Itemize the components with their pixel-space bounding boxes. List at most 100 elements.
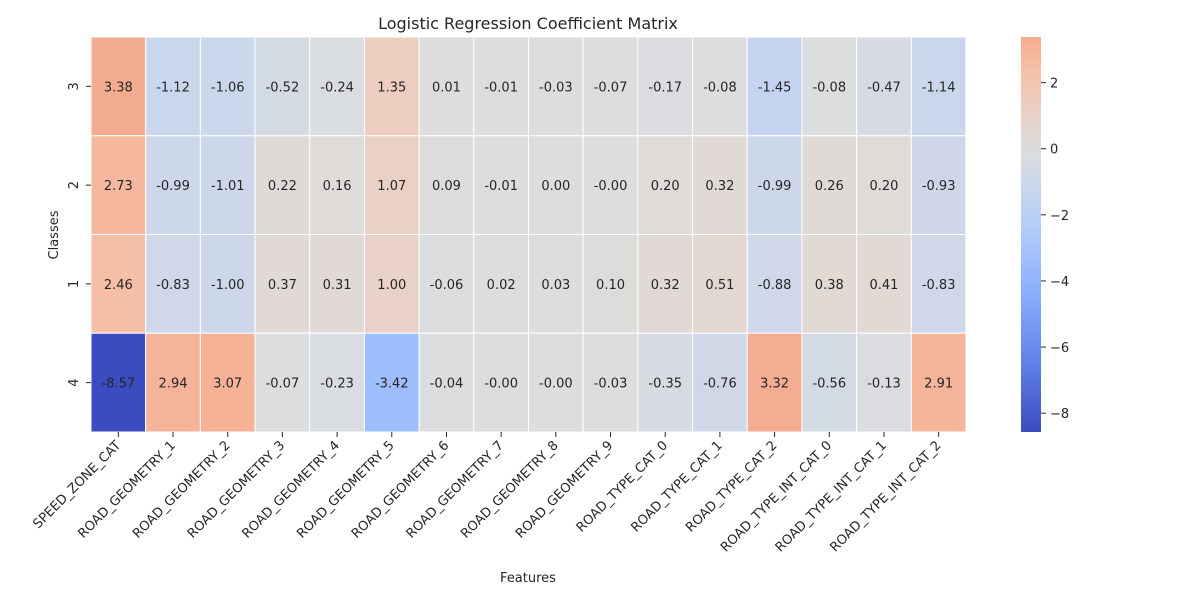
heatmap-cell: [254, 135, 311, 235]
cell-value-label: 0.37: [268, 278, 297, 293]
heatmap-cell: [528, 135, 584, 235]
x-tick-label: ROAD_GEOMETRY_5: [294, 438, 397, 541]
cell-value-label: 3.38: [104, 80, 133, 95]
cell-value-label: 0.32: [651, 278, 680, 293]
cell-value-label: -8.57: [102, 377, 136, 392]
heatmap-cell: [856, 135, 912, 235]
heatmap-cells: 3.38 -1.12 -1.06 -0.52 -0.24 1.35 0.01 -0.01 -0.…: [90, 36, 967, 433]
cell-value-label: -0.00: [594, 179, 628, 194]
cell-value-label: -0.00: [484, 377, 518, 392]
cell-value-label: 2.73: [104, 179, 133, 194]
heatmap-cell: [254, 36, 311, 137]
heatmap-cell: [309, 332, 365, 433]
cell-value-label: -0.01: [484, 179, 518, 194]
heatmap-cell: [856, 234, 912, 334]
x-tick-labels: SPEED_ZONE_CATROAD_GEOMETRY_1ROAD_GEOMET…: [30, 432, 944, 555]
heatmap-cell: [199, 234, 256, 334]
cell-value-label: -1.12: [156, 80, 190, 95]
heatmap-cell: [90, 332, 147, 433]
heatmap-cell: [473, 36, 529, 137]
cell-value-label: 1.00: [377, 278, 406, 293]
heatmap-cell: [910, 332, 967, 433]
cell-value-label: -0.35: [648, 377, 682, 392]
y-tick-labels: 3 2 1 4: [67, 82, 91, 387]
heatmap-cell: [418, 234, 475, 334]
cell-value-label: 0.01: [432, 80, 461, 95]
heatmap-cell: [746, 135, 803, 235]
cell-value-label: -0.99: [758, 179, 792, 194]
x-tick-label: ROAD_GEOMETRY_8: [458, 438, 561, 541]
cell-value-label: -0.17: [648, 80, 682, 95]
heatmap-cell: [418, 135, 475, 235]
cell-value-label: -0.99: [156, 179, 190, 194]
colorbar-tick-label: −8: [1050, 407, 1069, 422]
heatmap-cell: [199, 332, 256, 433]
colorbar: [1021, 37, 1041, 432]
cell-value-label: -0.08: [812, 80, 846, 95]
y-tick-label: 4: [67, 378, 82, 386]
cell-value-label: -0.83: [922, 278, 956, 293]
cell-value-label: 0.16: [323, 179, 352, 194]
heatmap-cell: [637, 332, 694, 433]
x-tick-label: ROAD_TYPE_INT_CAT_1: [773, 438, 890, 555]
x-tick-label: ROAD_TYPE_CAT_1: [628, 438, 725, 535]
cell-value-label: 0.32: [705, 179, 734, 194]
heatmap-cell: [692, 135, 748, 235]
y-tick-label: 1: [67, 280, 82, 288]
cell-value-label: 0.51: [705, 278, 734, 293]
chart-title: Logistic Regression Coefficient Matrix: [378, 14, 678, 33]
heatmap-cell: [582, 36, 639, 137]
x-tick-label: ROAD_GEOMETRY_7: [404, 438, 507, 541]
cell-value-label: 0.00: [541, 179, 570, 194]
cell-value-label: -0.07: [266, 377, 300, 392]
cell-value-label: 3.32: [760, 377, 789, 392]
heatmap-cell: [746, 234, 803, 334]
heatmap-cell: [473, 332, 529, 433]
heatmap-cell: [363, 36, 420, 137]
cell-value-label: 1.07: [377, 179, 406, 194]
cell-value-label: 0.10: [596, 278, 625, 293]
cell-value-label: -0.93: [922, 179, 956, 194]
cell-value-label: -0.76: [703, 377, 737, 392]
cell-value-label: -0.88: [758, 278, 792, 293]
cell-value-label: -0.24: [320, 80, 354, 95]
heatmap-cell: [473, 234, 529, 334]
x-tick-label: ROAD_GEOMETRY_2: [130, 438, 233, 541]
heatmap-cell: [692, 36, 748, 137]
cell-value-label: -0.00: [539, 377, 573, 392]
cell-value-label: -0.07: [594, 80, 628, 95]
colorbar-tick-label: −2: [1050, 209, 1069, 224]
x-tick-label: ROAD_TYPE_INT_CAT_2: [827, 438, 944, 555]
heatmap-cell: [199, 36, 256, 137]
cell-value-label: -0.47: [867, 80, 901, 95]
heatmap-cell: [309, 234, 365, 334]
heatmap-cell: [418, 332, 475, 433]
heatmap-cell: [801, 36, 858, 137]
cell-value-label: -1.01: [211, 179, 245, 194]
cell-value-label: -0.06: [430, 278, 464, 293]
cell-value-label: 0.09: [432, 179, 461, 194]
x-axis-label: Features: [500, 571, 556, 586]
colorbar-tick-label: −4: [1050, 275, 1069, 290]
cell-value-label: -3.42: [375, 377, 409, 392]
heatmap-cell: [637, 135, 694, 235]
cell-value-label: -0.23: [320, 377, 354, 392]
x-tick-label: ROAD_GEOMETRY_1: [75, 438, 178, 541]
cell-value-label: -1.45: [758, 80, 792, 95]
cell-value-label: 0.26: [815, 179, 844, 194]
heatmap-cell: [801, 234, 858, 334]
x-tick-label: ROAD_TYPE_INT_CAT_0: [718, 438, 835, 555]
cell-value-label: -0.56: [812, 377, 846, 392]
x-tick-label: SPEED_ZONE_CAT: [30, 438, 124, 532]
y-axis-label: Classes: [47, 210, 62, 259]
colorbar-tick-label: 0: [1050, 143, 1058, 158]
cell-value-label: -0.03: [539, 80, 573, 95]
heatmap-cell: [199, 135, 256, 235]
colorbar-ticks: 2 0 −2 −4 −6 −8: [1041, 77, 1069, 422]
x-tick-label: ROAD_GEOMETRY_6: [349, 438, 452, 541]
cell-value-label: 2.94: [159, 377, 188, 392]
heatmap-cell: [254, 234, 311, 334]
heatmap-cell: [363, 332, 420, 433]
cell-value-label: -1.00: [211, 278, 245, 293]
cell-value-label: 0.02: [487, 278, 516, 293]
